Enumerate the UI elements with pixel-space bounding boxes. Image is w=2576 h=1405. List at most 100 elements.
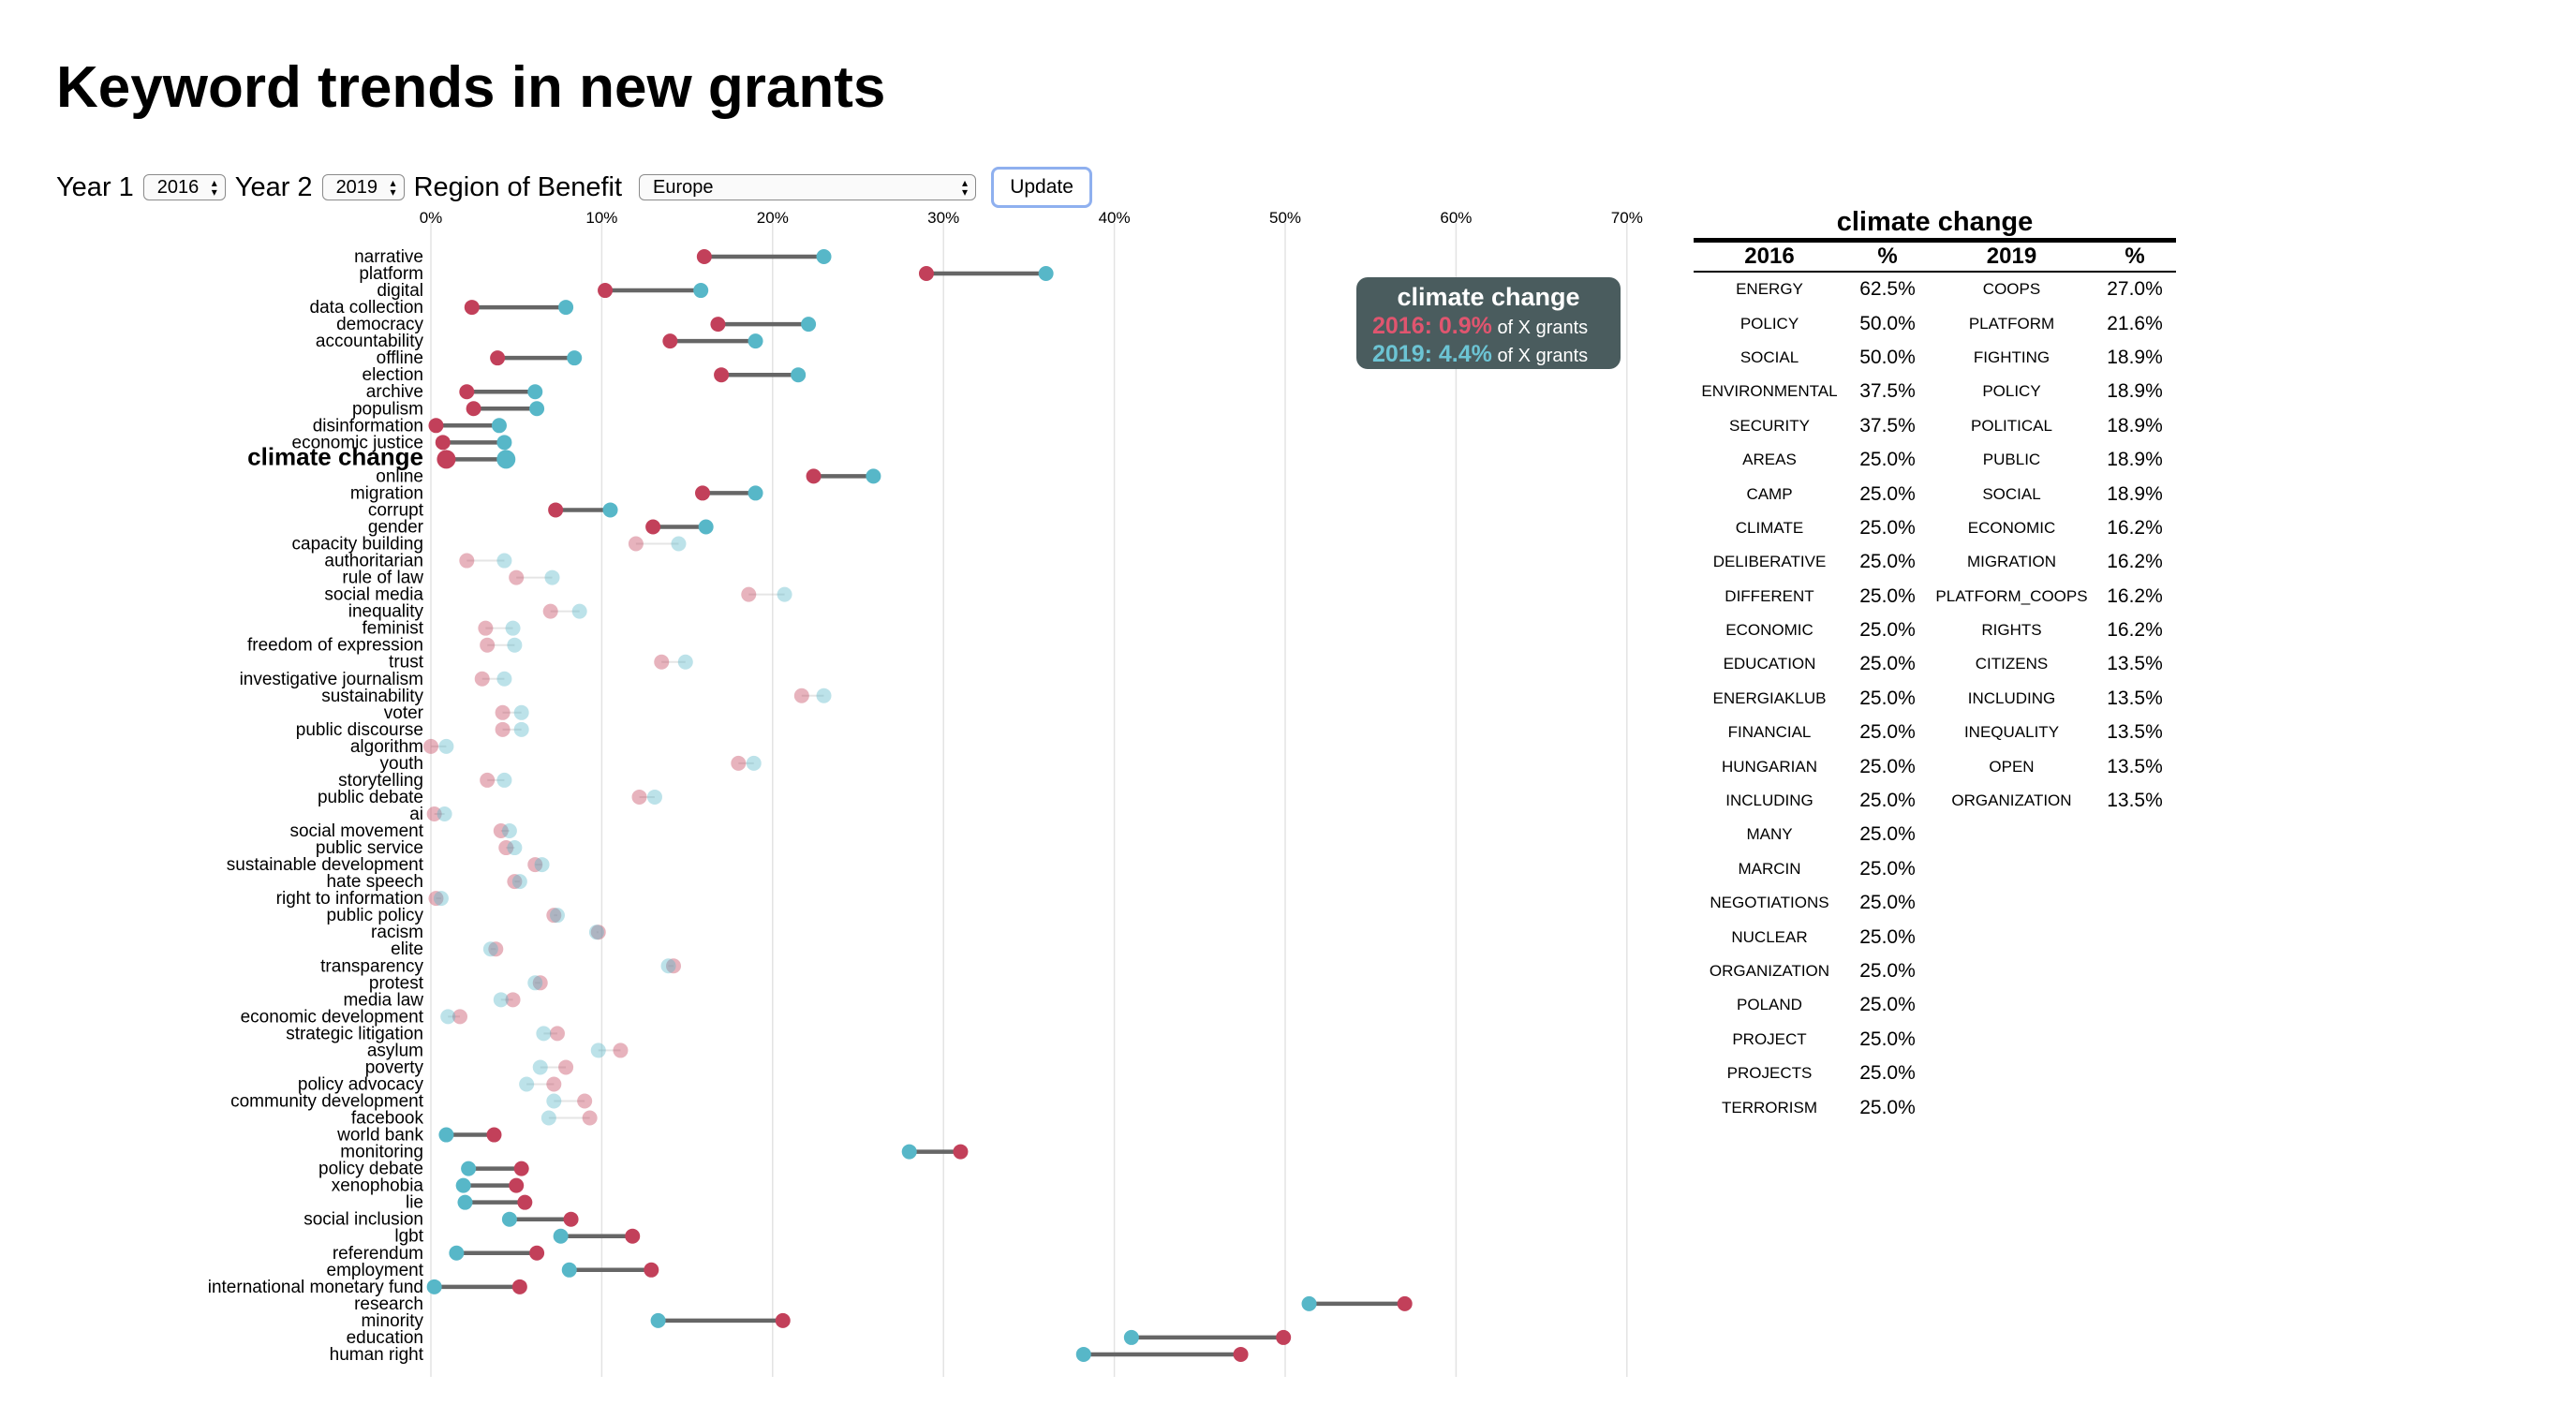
- keyword-label: international monetary fund: [208, 1278, 423, 1297]
- keyword-label: poverty: [365, 1057, 424, 1077]
- dot-year1: [775, 1312, 791, 1328]
- dot-year2: [816, 688, 832, 703]
- table-pct-2016: 25.0%: [1859, 653, 1916, 675]
- dot-year1: [1276, 1329, 1292, 1345]
- dot-year2: [496, 553, 512, 569]
- table-word-2019: OPEN: [1989, 757, 2035, 776]
- dot-year1: [437, 450, 456, 469]
- dot-year2: [571, 603, 587, 619]
- header-pct2: %: [2094, 238, 2176, 273]
- keyword-label: economic justice: [292, 433, 423, 452]
- dot-year2: [455, 1177, 471, 1193]
- keyword-label: disinformation: [313, 416, 423, 436]
- keyword-label: lie: [406, 1193, 423, 1213]
- table-word-2019: PLATFORM_COOPS: [1935, 586, 2088, 605]
- table-pct-2019: 18.9%: [2107, 482, 2163, 505]
- region-select[interactable]: Europe ▴ ▾: [639, 174, 977, 200]
- dot-year1: [613, 1043, 629, 1058]
- table-pct-2019: [2094, 1090, 2176, 1124]
- dot-year2: [496, 772, 512, 788]
- keyword-label: human right: [330, 1345, 424, 1365]
- table-pct-2016: 25.0%: [1859, 925, 1916, 948]
- table-row: SOCIAL 50.0% FIGHTING 18.9%: [1694, 341, 2176, 375]
- dot-year1: [459, 553, 475, 569]
- keyword-label: public debate: [318, 788, 423, 807]
- table-word-2016: CLIMATE: [1735, 518, 1804, 537]
- update-button[interactable]: Update: [991, 167, 1093, 208]
- keyword-label: gender: [368, 517, 424, 537]
- dot-year1: [546, 908, 562, 924]
- table-pct-2016: 25.0%: [1859, 551, 1916, 573]
- table-word-2016: ECONOMIC: [1725, 621, 1814, 640]
- keyword-label: social movement: [289, 821, 423, 841]
- dot-year2: [532, 1059, 548, 1075]
- keyword-label: referendum: [333, 1244, 423, 1264]
- tooltip-year2-value: 2019: 4.4%: [1372, 341, 1492, 367]
- dot-year2: [529, 401, 545, 417]
- dot-year2: [660, 958, 676, 974]
- keyword-label: public discourse: [296, 720, 423, 740]
- table-row: PROJECT 25.0%: [1694, 1023, 2176, 1057]
- table-pct-2019: 18.9%: [2107, 380, 2163, 403]
- dot-year1: [953, 1144, 969, 1160]
- table-word-2019: SOCIAL: [1982, 484, 2041, 503]
- dot-year2: [426, 1279, 442, 1294]
- keyword-label: investigative journalism: [240, 670, 423, 689]
- table-pct-2016: 25.0%: [1859, 1096, 1916, 1118]
- table-pct-2016: 25.0%: [1859, 892, 1916, 914]
- dot-year2: [496, 671, 512, 687]
- keyword-label: election: [363, 365, 424, 385]
- dot-year2: [491, 418, 507, 434]
- table-pct-2016: 37.5%: [1859, 380, 1916, 403]
- dot-year1: [666, 958, 682, 974]
- year1-select[interactable]: 2016 ▴ ▾: [142, 174, 226, 200]
- dot-year1: [1233, 1346, 1249, 1362]
- dot-year2: [440, 1009, 456, 1025]
- table-pct-2019: 18.9%: [2107, 414, 2163, 436]
- dot-year1: [486, 1127, 502, 1143]
- dot-year1: [625, 1228, 641, 1244]
- keyword-label: voter: [384, 703, 424, 723]
- keyword-label: right to information: [276, 889, 423, 909]
- table-word-2019: [1930, 988, 2094, 1022]
- dot-year1: [695, 485, 711, 501]
- dot-year1: [426, 806, 442, 821]
- keyword-label: rule of law: [342, 569, 423, 588]
- keyword-table: 2016 % 2019 % ENERGY 62.5% COOPS 27.0% POLIC…: [1694, 238, 2176, 1125]
- dot-year2: [511, 874, 527, 890]
- table-word-2016: ENERGY: [1736, 280, 1803, 299]
- table-word-2019: [1930, 1090, 2094, 1124]
- dot-year1: [495, 721, 511, 737]
- keyword-label: trust: [389, 653, 424, 673]
- dot-year2: [540, 1110, 556, 1126]
- table-pct-2019: 21.6%: [2107, 312, 2163, 334]
- dot-year2: [590, 1043, 606, 1058]
- table-word-2016: ORGANIZATION: [1709, 962, 1830, 980]
- year2-select[interactable]: 2019 ▴ ▾: [321, 174, 405, 200]
- table-pct-2016: 37.5%: [1859, 414, 1916, 436]
- table-pct-2016: 50.0%: [1859, 312, 1916, 334]
- table-header-row: 2016 % 2019 %: [1694, 238, 2176, 273]
- dot-year1: [563, 1211, 579, 1227]
- table-row: POLAND 25.0%: [1694, 988, 2176, 1022]
- table-row: FINANCIAL 25.0% INEQUALITY 13.5%: [1694, 716, 2176, 749]
- keyword-label: racism: [371, 923, 423, 942]
- table-word-2016: TERRORISM: [1722, 1098, 1817, 1117]
- dot-year1: [517, 1194, 533, 1210]
- dot-year2: [507, 840, 523, 856]
- keyword-label: social media: [324, 585, 423, 605]
- dot-year2: [438, 1127, 454, 1143]
- dot-year1: [509, 569, 525, 585]
- header-year1: 2016: [1694, 238, 1845, 273]
- dot-year1: [464, 300, 480, 316]
- table-row: MARCIN 25.0%: [1694, 852, 2176, 886]
- table-word-2016: FINANCIAL: [1727, 723, 1812, 742]
- table-row: ENERGY 62.5% COOPS 27.0%: [1694, 272, 2176, 306]
- dot-year2: [438, 738, 454, 754]
- table-pct-2019: [2094, 954, 2176, 988]
- dot-year2: [449, 1245, 465, 1261]
- tooltip-year1-value: 2016: 0.9%: [1372, 313, 1492, 339]
- table-word-2016: POLICY: [1740, 314, 1799, 333]
- dot-year2: [433, 891, 449, 907]
- keyword-label: elite: [391, 939, 423, 959]
